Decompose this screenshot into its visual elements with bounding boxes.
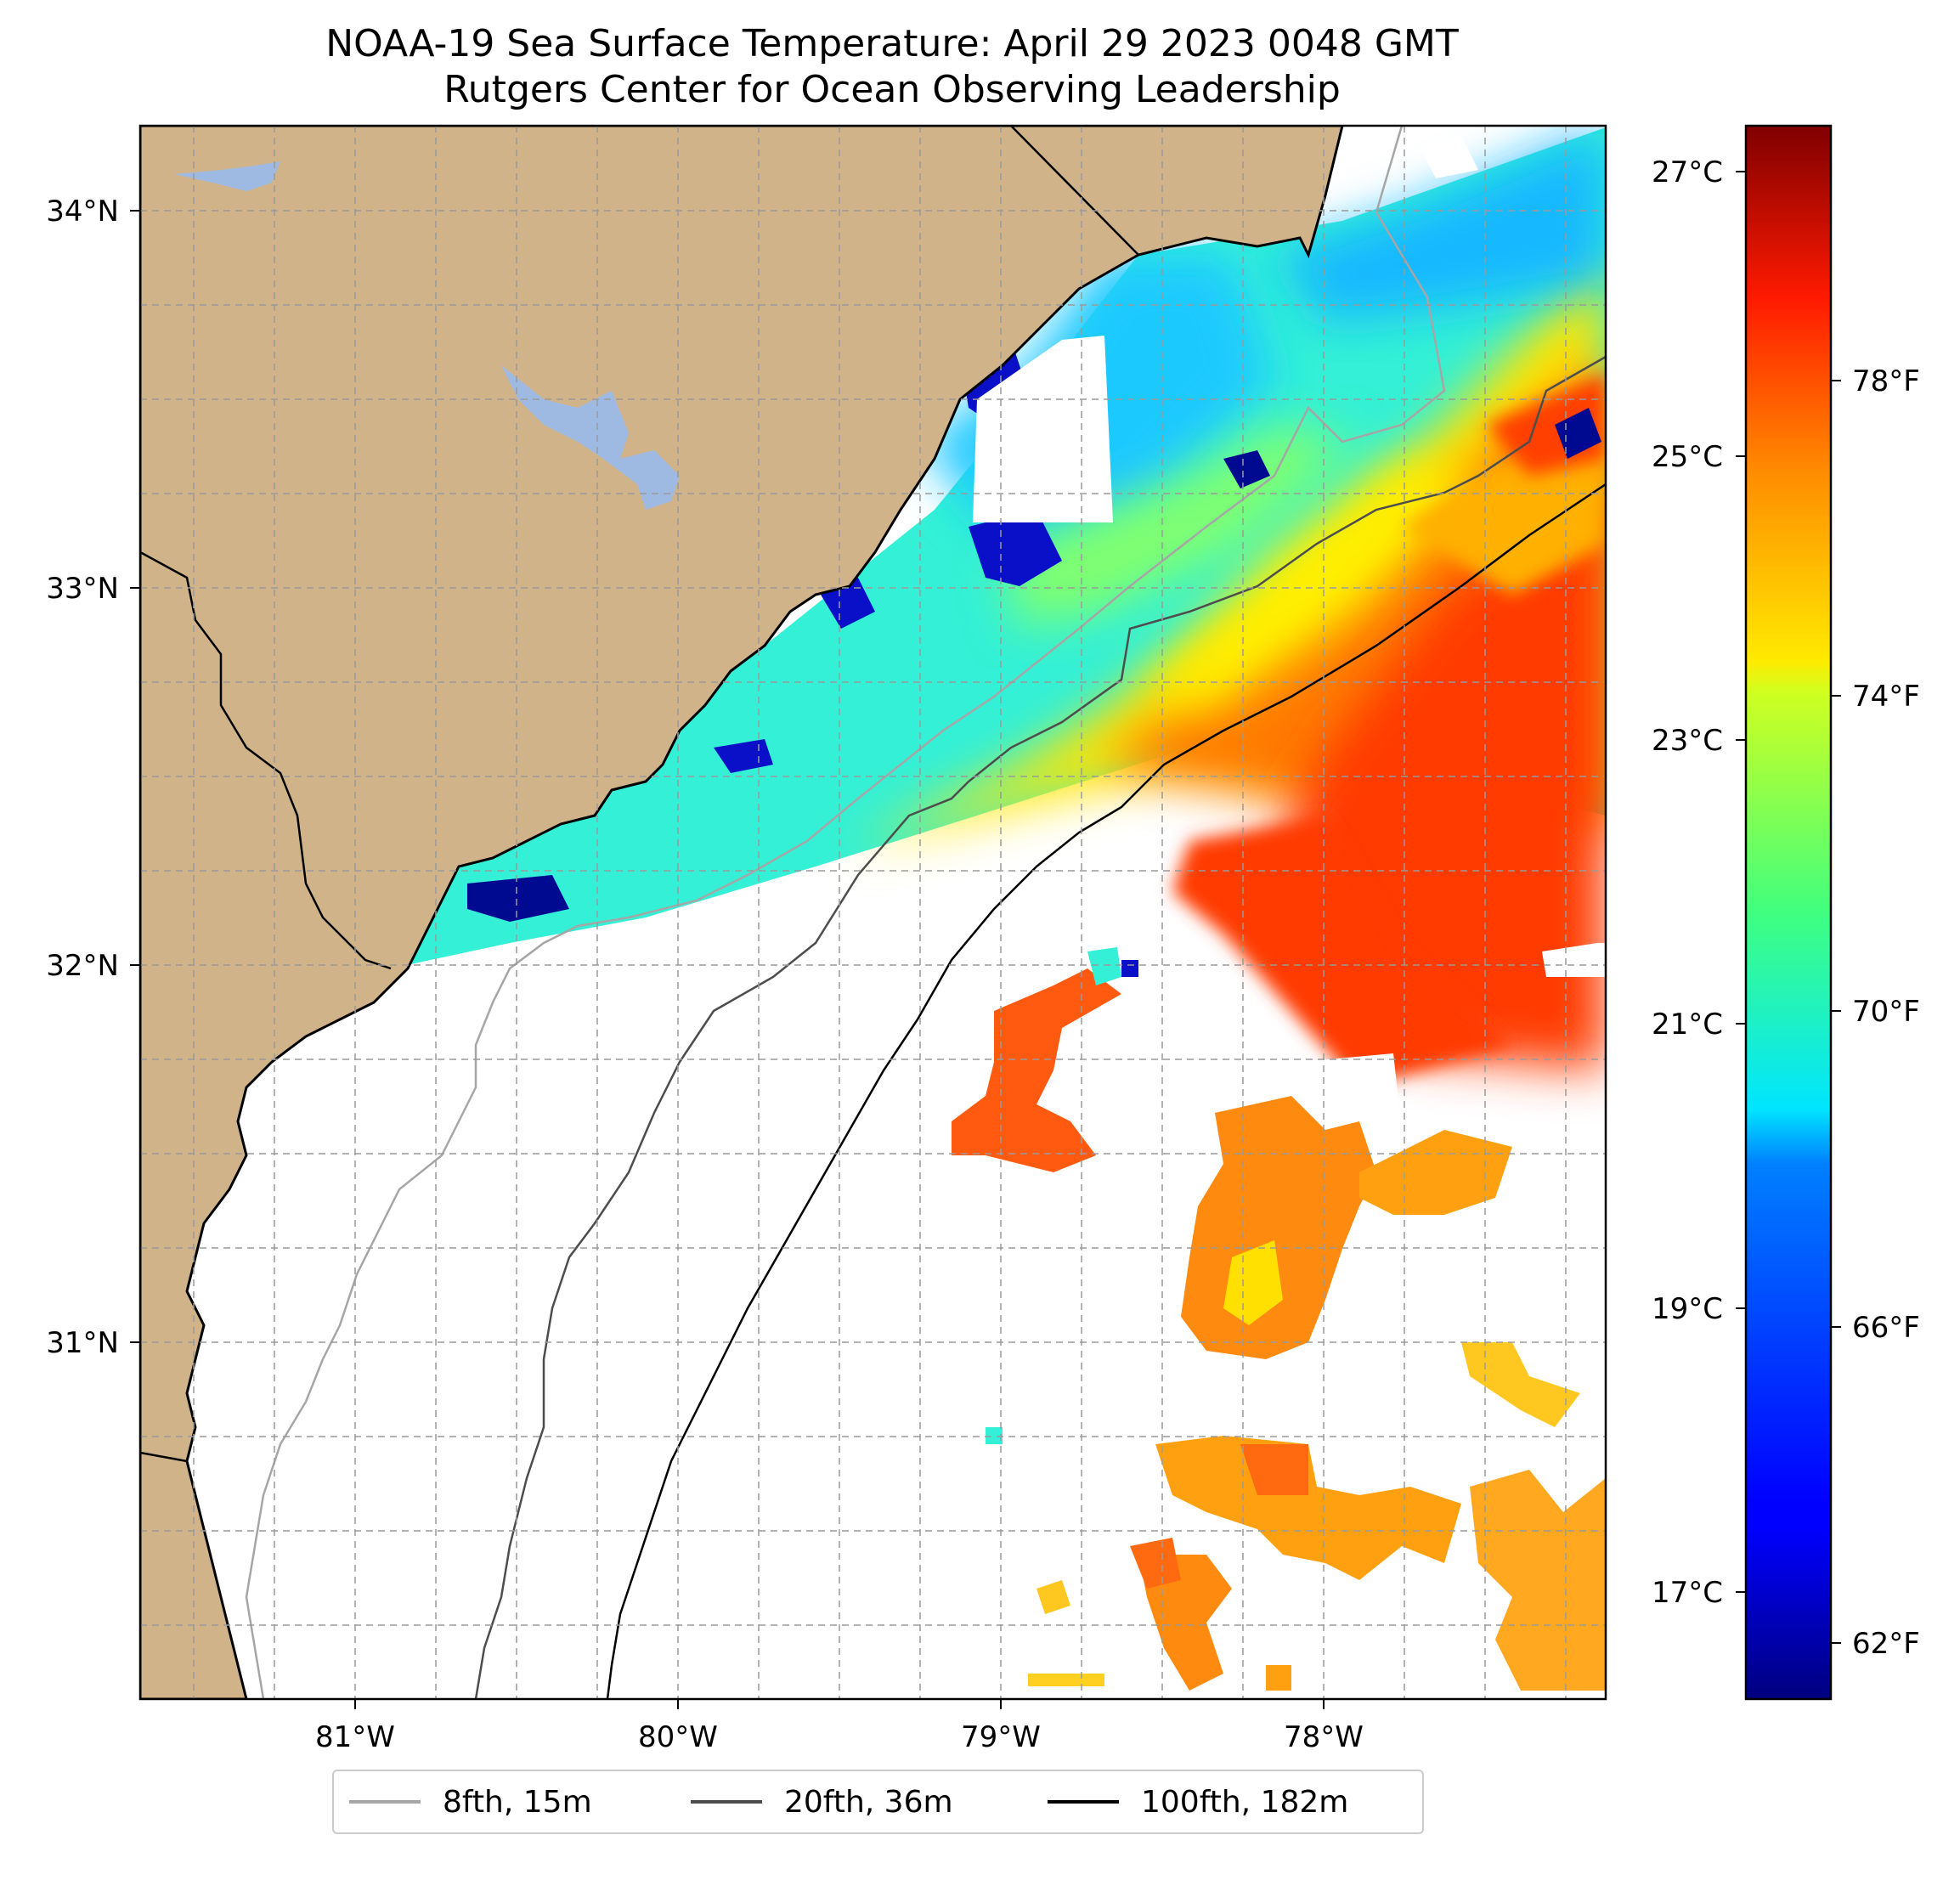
lon-tick-label: 79°W	[961, 1720, 1041, 1754]
colorbar	[1744, 124, 1833, 1701]
lat-tick-label: 32°N	[46, 949, 119, 983]
colorbar-fahrenheit-label: 66°F	[1852, 1311, 1920, 1345]
lon-tick-label: 78°W	[1284, 1720, 1364, 1754]
colorbar-fahrenheit-label: 70°F	[1852, 995, 1920, 1029]
colorbar-fahrenheit-label: 78°F	[1852, 364, 1920, 398]
colorbar-celsius-label: 27°C	[1652, 155, 1723, 189]
colorbar-fahrenheit-label: 62°F	[1852, 1627, 1920, 1661]
cloud-gap	[1300, 1053, 1402, 1130]
lat-tick-label: 31°N	[46, 1326, 119, 1360]
legend-label: 100fth, 182m	[1141, 1784, 1349, 1820]
lat-tick-label: 33°N	[46, 572, 119, 606]
map-area	[140, 126, 1606, 1699]
lake-marion-moultrie	[501, 365, 680, 510]
colorbar-celsius-label: 23°C	[1652, 724, 1723, 758]
colorbar-celsius-ticks	[1736, 171, 1746, 1593]
lake	[174, 161, 280, 191]
state-border-ga-fl	[140, 1451, 188, 1463]
figure-subtitle: Rutgers Center for Ocean Observing Leade…	[443, 68, 1341, 111]
land-mass	[140, 126, 1344, 1699]
colorbar-celsius-label: 21°C	[1652, 1008, 1723, 1042]
contour-legend: 8fth, 15m 20fth, 36m 100fth, 182m	[332, 1770, 1424, 1834]
lon-tick-marks	[354, 1699, 1325, 1709]
legend-item-20fth: 20fth, 36m	[691, 1771, 953, 1832]
contour-20fth	[474, 355, 1606, 1699]
legend-swatch	[349, 1800, 421, 1804]
lon-tick-label: 80°W	[638, 1720, 718, 1754]
legend-label: 20fth, 36m	[784, 1784, 953, 1820]
cloud-gap	[1542, 943, 1606, 977]
lat-tick-label: 34°N	[46, 195, 119, 229]
contour-8fth	[245, 126, 1446, 1699]
colorbar-celsius-label: 19°C	[1652, 1292, 1723, 1326]
legend-item-8fth: 8fth, 15m	[349, 1771, 592, 1832]
lon-tick-label: 81°W	[315, 1720, 395, 1754]
legend-label: 8fth, 15m	[443, 1784, 592, 1820]
gridlines	[140, 126, 1606, 1699]
colorbar-celsius-label: 17°C	[1652, 1576, 1723, 1610]
colorbar-celsius-label: 25°C	[1652, 440, 1723, 474]
colorbar-fahrenheit-ticks	[1831, 380, 1841, 1644]
legend-swatch	[691, 1800, 762, 1804]
contour-100fth	[606, 483, 1606, 1699]
colorbar-fahrenheit-label: 74°F	[1852, 680, 1920, 714]
lat-tick-marks	[130, 210, 140, 1343]
map-frame	[138, 124, 1607, 1701]
state-border-nc-sc	[1010, 126, 1139, 256]
legend-item-100fth: 100fth, 182m	[1048, 1771, 1348, 1832]
state-border-sc-ga	[140, 550, 392, 970]
figure-title: NOAA-19 Sea Surface Temperature: April 2…	[325, 22, 1459, 65]
legend-swatch	[1048, 1800, 1119, 1804]
cloud-gap	[973, 336, 1113, 522]
